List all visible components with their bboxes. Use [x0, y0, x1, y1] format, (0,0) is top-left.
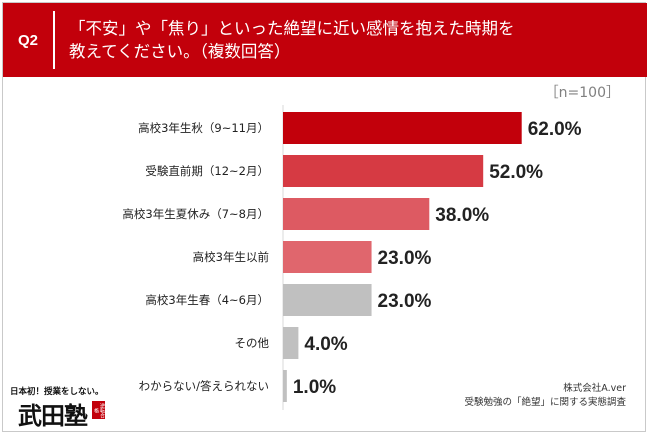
bar — [283, 155, 484, 187]
bar — [283, 112, 522, 144]
bar — [283, 241, 372, 273]
brand-logo: 日本初！授業をしない。 武田塾 逆転合格 — [10, 385, 110, 430]
value-label: 4.0% — [304, 334, 347, 355]
category-label: 高校3年生秋（9~11月） — [138, 121, 269, 135]
value-label: 38.0% — [435, 205, 489, 226]
sample-size-note: ［n=100］ — [544, 85, 620, 101]
question-line-2: 教えてください。（複数回答） — [69, 42, 291, 61]
category-label: 高校3年生春（4~6月） — [145, 293, 269, 307]
value-label: 52.0% — [489, 162, 543, 183]
infographic-frame: Q2 「不安」や「焦り」といった絶望に近い感情を抱えた時期を 教えてください。（… — [2, 2, 647, 432]
category-label: 高校3年生以前 — [193, 250, 269, 264]
bar — [283, 370, 287, 402]
question-text: 「不安」や「焦り」といった絶望に近い感情を抱えた時期を 教えてください。（複数回… — [69, 17, 629, 63]
footer-company: 株式会社A.ver — [563, 383, 626, 394]
question-line-1: 「不安」や「焦り」といった絶望に近い感情を抱えた時期を — [69, 19, 515, 38]
value-label: 23.0% — [378, 291, 432, 312]
value-label: 62.0% — [528, 119, 582, 140]
bar — [283, 284, 372, 316]
value-label: 23.0% — [378, 248, 432, 269]
logo-stamp: 逆転合格 — [92, 401, 105, 419]
logo-tagline: 日本初！授業をしない。 — [10, 387, 104, 397]
footer-credit: 株式会社A.ver 受験勉強の「絶望」に関する実態調査 — [400, 382, 626, 410]
logo-wordmark: 武田塾 — [18, 401, 88, 430]
header-divider — [53, 11, 55, 69]
bar — [283, 198, 430, 230]
question-header: Q2 「不安」や「焦り」といった絶望に近い感情を抱えた時期を 教えてください。（… — [3, 3, 647, 77]
footer-survey: 受験勉強の「絶望」に関する実態調査 — [464, 397, 626, 408]
category-label: 受験直前期（12~2月） — [145, 164, 269, 178]
value-label: 1.0% — [293, 377, 336, 398]
question-number: Q2 — [17, 31, 38, 49]
category-label: 高校3年生夏休み（7~8月） — [122, 207, 269, 221]
category-label: その他 — [235, 336, 270, 350]
category-label: わからない/答えられない — [139, 379, 269, 393]
bar — [283, 327, 299, 359]
